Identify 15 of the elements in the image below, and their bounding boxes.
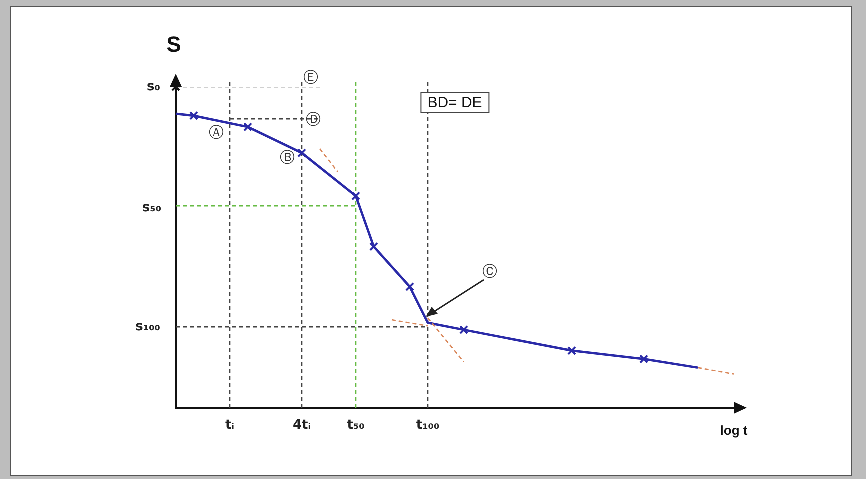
annotation: Ⓑ [280,148,296,168]
annotation: Ⓐ [209,123,224,142]
annotation: BD= DE [420,92,490,114]
text: Ⓔ [304,68,319,88]
x-tick-label: 4tᵢ [292,418,312,434]
x-axis-title: log t [720,423,748,438]
x-tick-label: t₁₀₀ [416,418,440,434]
x-tick-label: tᵢ [225,418,235,434]
text: s₁₀₀ [136,320,161,335]
text: s₅₀ [142,200,162,216]
text: s₀ [146,80,160,94]
y-axis-title: S [166,32,182,58]
annotation: Ⓓ [306,110,321,130]
annotation: Ⓒ [482,262,498,282]
x-tick-label: t₅₀ [347,418,366,434]
